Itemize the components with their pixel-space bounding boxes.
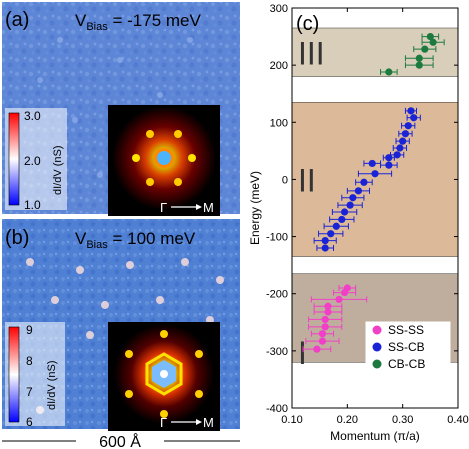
- data-point-ss-cb: [321, 244, 329, 252]
- scale-bar-label: 600 Å: [99, 432, 141, 449]
- y-tick-label: 200: [270, 60, 288, 72]
- legend: SS-SS SS-CB CB-CB: [365, 321, 451, 377]
- colorbar-b-label: dI/dV (nS): [46, 360, 58, 410]
- region-label: III: [298, 35, 325, 71]
- x-axis: 0.10 0.20 0.30 0.40: [281, 8, 469, 426]
- data-point-ss-ss: [324, 308, 332, 316]
- y-tick-label: 300: [270, 3, 288, 15]
- x-tick-label: 0.20: [337, 414, 358, 426]
- legend-entry: SS-SS: [388, 323, 424, 337]
- data-point-ss-cb: [332, 222, 340, 230]
- scale-bar: 600 Å: [2, 432, 240, 449]
- x-tick-label: 0.30: [392, 414, 413, 426]
- plot-frame: [291, 7, 459, 409]
- data-point-ss-cb: [360, 178, 368, 186]
- fft-b-arrowhead: [196, 419, 202, 425]
- data-point-ss-cb: [354, 187, 362, 195]
- x-axis-label: Momentum (π/a): [330, 429, 420, 443]
- data-point-ss-cb: [401, 130, 410, 138]
- data-point-ss-ss: [335, 295, 343, 304]
- legend-entry: CB-CB: [388, 357, 425, 371]
- colorbar-a-tick-mid: 2.0: [24, 154, 41, 168]
- data-point-ss-cb: [399, 137, 407, 145]
- data-point-ss-cb: [385, 154, 393, 162]
- data-point-ss-cb: [407, 107, 415, 115]
- data-point-ss-ss: [321, 323, 329, 331]
- x-tick-label: 0.10: [281, 414, 302, 426]
- y-tick-label: -100: [266, 232, 288, 244]
- panel-a: (a) VBias = -175 meV 3.0 2.0 1.0 dI/dV (…: [2, 2, 240, 216]
- data-point-ss-ss: [324, 302, 332, 310]
- panel-b: (b) VBias = 100 meV 9 8 7 6 dI/dV (nS) Γ…: [2, 219, 240, 431]
- data-point-ss-cb: [404, 122, 412, 130]
- data-point-ss-ss: [313, 345, 321, 353]
- data-point-ss-ss: [321, 315, 329, 324]
- bias-label-b: VBias = 100 meV: [75, 229, 196, 251]
- panel-label-a: (a): [5, 9, 29, 31]
- fft-b-m: M: [203, 415, 214, 430]
- x-tick-label: 0.40: [447, 414, 468, 426]
- data-point-cb-cb: [421, 45, 429, 53]
- data-point-cb-cb: [385, 68, 393, 76]
- panel-label-c: (c): [296, 13, 319, 35]
- legend-entry: SS-CB: [388, 340, 425, 354]
- colorbar-a: [8, 112, 20, 206]
- data-point-ss-cb: [327, 230, 335, 238]
- y-axis: 300 200 100 0 -100 -200 -300 -400: [266, 3, 458, 415]
- data-point-ss-cb: [371, 170, 379, 178]
- fft-a-gamma: Γ: [160, 200, 167, 215]
- y-tick-label: -300: [266, 346, 288, 358]
- colorbar-b-tick-7: 7: [26, 385, 33, 399]
- data-point-cb-cb: [429, 38, 437, 46]
- colorbar-a-tick-min: 1.0: [24, 198, 41, 212]
- region-label: I: [298, 335, 307, 371]
- data-point-ss-cb: [340, 208, 349, 216]
- bias-label-a: VBias = -175 meV: [75, 11, 201, 33]
- colorbar-b: [8, 326, 20, 423]
- colorbar-b-tick-8: 8: [26, 354, 33, 368]
- y-tick-label: -200: [266, 289, 288, 301]
- data-point-ss-cb: [396, 144, 404, 152]
- panel-label-b: (b): [5, 227, 29, 249]
- data-point-ss-cb: [393, 151, 401, 159]
- colorbar-a-label: dI/dV (nS): [52, 145, 64, 195]
- legend-marker: [372, 325, 382, 335]
- legend-marker: [372, 359, 382, 369]
- data-point-ss-cb: [410, 114, 418, 122]
- region-band: [291, 102, 459, 257]
- fft-a-arrowhead: [196, 204, 202, 210]
- legend-marker: [372, 342, 382, 352]
- data-point-ss-ss: [340, 288, 349, 297]
- colorbar-b-tick-6: 6: [26, 415, 33, 429]
- y-tick-label: -400: [266, 403, 288, 415]
- y-axis-label: Energy (meV): [248, 171, 262, 245]
- colorbar-b-tick-9: 9: [26, 323, 33, 337]
- data-point-ss-cb: [346, 201, 354, 209]
- fft-inset-a: [108, 105, 220, 216]
- data-point-ss-ss: [318, 337, 327, 345]
- data-point-ss-ss: [318, 330, 327, 338]
- fft-a-m: M: [203, 200, 214, 215]
- data-point-ss-cb: [338, 215, 346, 224]
- data-point-cb-cb: [426, 32, 434, 41]
- fft-inset-b: [108, 322, 220, 431]
- data-point-ss-cb: [321, 236, 329, 245]
- data-points: [302, 32, 445, 353]
- data-point-cb-cb: [415, 61, 423, 69]
- y-tick-label: 100: [270, 117, 288, 129]
- y-tick-label: 0: [282, 174, 288, 186]
- data-point-ss-cb: [385, 161, 393, 169]
- data-point-ss-cb: [368, 159, 376, 168]
- region-label: II: [298, 162, 316, 198]
- data-point-ss-cb: [349, 194, 357, 202]
- data-point-cb-cb: [415, 54, 423, 62]
- colorbar-a-tick-max: 3.0: [24, 109, 41, 123]
- fft-b-gamma: Γ: [160, 415, 167, 430]
